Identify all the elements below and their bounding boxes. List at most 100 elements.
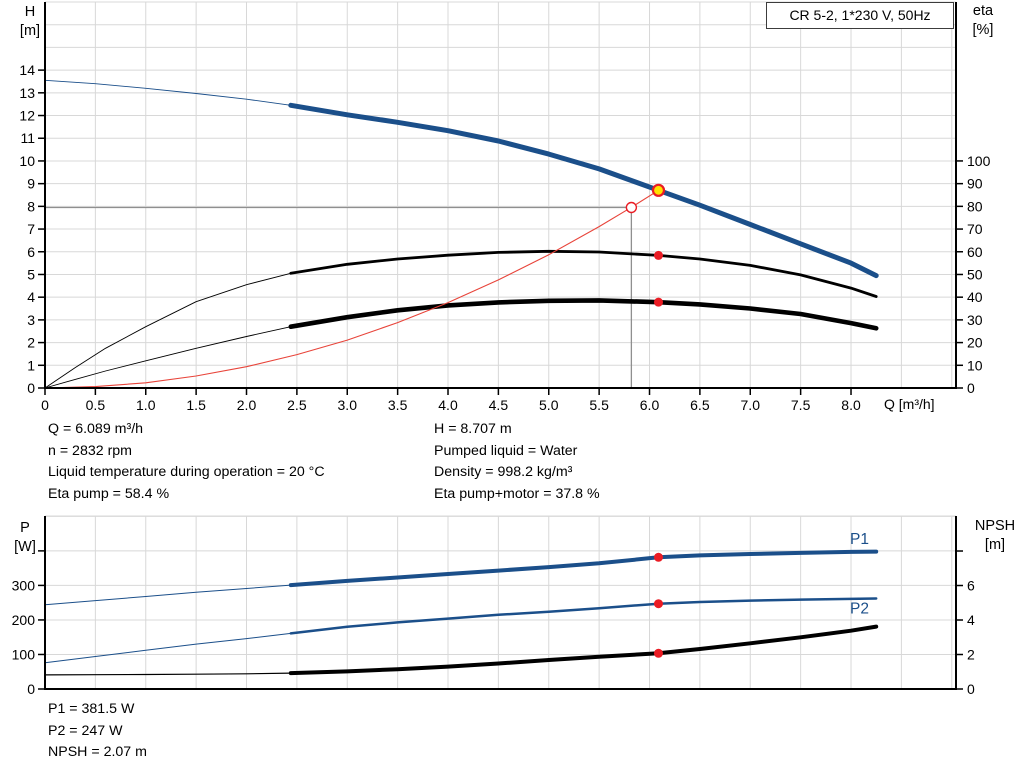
svg-text:100: 100 [967, 153, 991, 169]
qh-eta-chart: 0123456789101112131401020304050607080901… [19, 1, 991, 413]
svg-text:100: 100 [12, 646, 36, 662]
operating-point-info-right: H = 8.707 m Pumped liquid = Water Densit… [434, 419, 600, 506]
info-npsh-value: NPSH = 2.07 m [48, 744, 147, 761]
p1-curve-label: P1 [850, 531, 869, 548]
info-p2-value: P2 = 247 W [48, 722, 123, 739]
info-q-value: Q = 6.089 m³/h [48, 421, 144, 437]
info-speed-value: n = 2832 rpm [48, 442, 132, 459]
p1-curve [44, 549, 879, 606]
svg-text:0: 0 [967, 681, 975, 697]
head-curve [44, 79, 879, 279]
info-head-value: H = 8.707 m [434, 421, 512, 437]
svg-text:5.0: 5.0 [539, 397, 559, 413]
q-axis-label: Q [m³/h] [884, 396, 935, 412]
operating-point-dot [653, 599, 663, 609]
svg-text:6: 6 [967, 578, 975, 594]
svg-text:20: 20 [967, 335, 983, 351]
svg-text:0.5: 0.5 [86, 397, 106, 413]
operating-point-dot [653, 297, 663, 307]
power-npsh-info: P1 = 381.5 W P2 = 247 W NPSH = 2.07 m [48, 699, 147, 764]
svg-text:2.0: 2.0 [237, 397, 257, 413]
svg-text:5: 5 [27, 266, 35, 282]
svg-text:0: 0 [967, 380, 975, 396]
svg-text:10: 10 [19, 153, 35, 169]
svg-text:6.5: 6.5 [690, 397, 710, 413]
svg-text:0: 0 [27, 380, 35, 396]
info-pumped-liquid: Pumped liquid = Water [434, 442, 578, 459]
power-npsh-grid [45, 515, 956, 689]
npsh-curve [44, 624, 879, 676]
svg-text:0: 0 [41, 397, 49, 413]
p2-curve [44, 597, 878, 664]
svg-text:80: 80 [967, 198, 983, 214]
chart-title-box: CR 5-2, 1*230 V, 50Hz [766, 2, 954, 29]
qh-eta-axes: 0123456789101112131401020304050607080901… [19, 2, 991, 413]
svg-text:60: 60 [967, 244, 983, 260]
svg-text:30: 30 [967, 312, 983, 328]
p-axis-label-line1: P [20, 520, 30, 536]
svg-text:7.5: 7.5 [791, 397, 811, 413]
qh-eta-duty-reference-lines [45, 206, 633, 388]
svg-text:8: 8 [27, 198, 35, 214]
info-liquid-temperature: Liquid temperature during operation = 20… [48, 464, 325, 481]
p-axis-label: P [W] [5, 519, 45, 557]
h-axis-label: H [m] [10, 3, 50, 41]
svg-text:50: 50 [967, 266, 983, 282]
svg-text:5.5: 5.5 [589, 397, 609, 413]
system-curve [44, 189, 660, 389]
power-npsh-chart: 0 100 200 300 0 2 4 6 P1 P2 [12, 515, 975, 697]
svg-text:13: 13 [19, 85, 35, 101]
qh-eta-grid [45, 1, 956, 388]
svg-text:P1: P1 [850, 531, 869, 548]
operating-point-dot [653, 552, 663, 562]
svg-text:40: 40 [967, 289, 983, 305]
svg-text:4: 4 [967, 612, 975, 628]
h-axis-label-line2: [m] [19, 23, 41, 39]
info-eta-pump-motor: Eta pump+motor = 37.8 % [434, 486, 600, 503]
operating-point-dot [653, 250, 663, 260]
svg-text:3.5: 3.5 [388, 397, 408, 413]
svg-text:12: 12 [19, 108, 35, 124]
p2-curve-label: P2 [850, 600, 869, 617]
svg-text:P2: P2 [850, 600, 869, 617]
eta-axis-label-line2: [%] [972, 22, 994, 38]
npsh-axis-label: NPSH [m] [966, 517, 1024, 555]
svg-text:9: 9 [27, 176, 35, 192]
svg-text:14: 14 [19, 62, 35, 78]
svg-text:6: 6 [27, 244, 35, 260]
eta-axis-label: eta [%] [962, 2, 1004, 40]
svg-text:11: 11 [20, 130, 35, 146]
eta-pump-curve [44, 249, 878, 389]
svg-text:1: 1 [27, 357, 35, 373]
info-density: Density = 998.2 kg/m³ [434, 464, 573, 481]
operating-point-dot [653, 648, 663, 658]
operating-point-info-left: Q = 6.089 m³/h n = 2832 rpm Liquid tempe… [48, 419, 325, 506]
svg-text:1.5: 1.5 [186, 397, 206, 413]
npsh-axis-label-line2: [m] [984, 537, 1006, 553]
svg-text:2.5: 2.5 [287, 397, 307, 413]
power-npsh-axes: 0 100 200 300 0 2 4 6 [12, 516, 975, 697]
svg-text:8.0: 8.0 [841, 397, 861, 413]
p-axis-label-line2: [W] [14, 539, 36, 555]
svg-text:6.0: 6.0 [640, 397, 660, 413]
svg-text:4.5: 4.5 [489, 397, 509, 413]
svg-text:2: 2 [27, 335, 35, 351]
svg-text:0: 0 [27, 681, 35, 697]
qh-eta-markers [625, 183, 666, 307]
svg-text:3.0: 3.0 [338, 397, 358, 413]
npsh-axis-label-line1: NPSH [974, 518, 1016, 534]
info-eta-pump: Eta pump = 58.4 % [48, 486, 170, 503]
info-p1-value: P1 = 381.5 W [48, 701, 135, 717]
specified-duty-point-circle [625, 201, 638, 214]
svg-text:10: 10 [967, 357, 983, 373]
svg-text:200: 200 [12, 612, 36, 628]
eta-axis-label-line1: eta [972, 3, 994, 19]
svg-text:4.0: 4.0 [438, 397, 458, 413]
svg-text:90: 90 [967, 176, 983, 192]
power-npsh-markers [653, 552, 663, 658]
svg-text:4: 4 [27, 289, 35, 305]
svg-text:7: 7 [27, 221, 35, 237]
duty-point-marker [651, 183, 666, 197]
